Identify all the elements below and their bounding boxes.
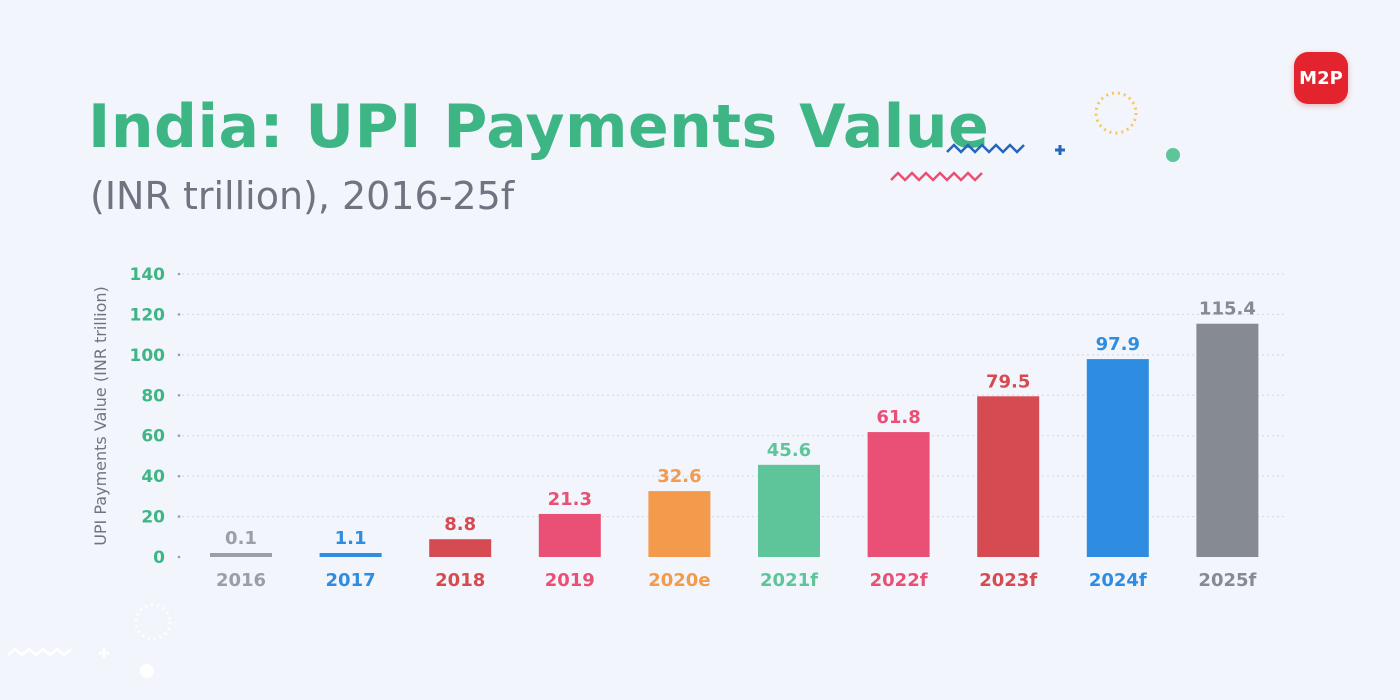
blue-zigzag-decoration (946, 143, 1025, 154)
y-tick-mark (177, 515, 181, 518)
white-dot-decoration (140, 664, 154, 678)
bar (977, 396, 1040, 557)
bar-value-label: 45.6 (767, 440, 811, 461)
bar (429, 539, 492, 557)
x-tick-label: 2023f (979, 570, 1037, 591)
value-labels: 0.1 1.1 8.8 21.3 32.6 45.6 61.8 79.5 97.9 115.4 (225, 299, 1256, 549)
y-tick-mark (177, 474, 181, 478)
x-tick-label: 2025f (1198, 570, 1256, 591)
bar-value-label: 97.9 (1096, 334, 1140, 355)
x-tick-label: 2022f (870, 570, 928, 591)
y-tick-label: 0 (153, 548, 165, 568)
chart-title: India: UPI Payments Value (88, 92, 990, 162)
bar (1086, 359, 1149, 557)
x-tick-label: 2018 (435, 570, 485, 591)
yellow-dotted-ring-decoration (1094, 91, 1138, 135)
y-tick-mark (177, 393, 181, 397)
white-zigzag-decoration (7, 647, 72, 657)
bar (867, 432, 930, 557)
white-dotted-ring-decoration (134, 603, 172, 641)
gridlines (182, 273, 1285, 518)
bar (648, 491, 711, 557)
bar-value-label: 79.5 (986, 371, 1030, 392)
y-axis-ticks: 0 20 40 60 80 100 120 140 (130, 265, 181, 568)
y-tick-label: 60 (141, 427, 165, 447)
y-tick-label: 40 (141, 467, 165, 487)
chart-subtitle: (INR trillion), 2016-25f (90, 174, 515, 218)
bar (758, 464, 820, 557)
y-tick-mark (177, 434, 181, 438)
bar-value-label: 115.4 (1199, 299, 1256, 320)
x-tick-label: 2019 (545, 570, 595, 591)
y-tick-label: 120 (130, 305, 166, 325)
x-tick-label: 2020e (648, 570, 710, 591)
y-tick-mark (177, 353, 181, 357)
green-dot-decoration (1166, 148, 1180, 162)
bar (538, 513, 601, 557)
bar-value-label: 8.8 (444, 514, 476, 535)
y-tick-mark (177, 313, 181, 316)
x-tick-label: 2017 (326, 570, 376, 591)
y-axis-label: UPI Payments Value (INR trillion) (91, 286, 110, 546)
white-plus-decoration (99, 648, 109, 658)
bar-value-label: 1.1 (335, 528, 367, 549)
y-tick-mark (177, 555, 181, 559)
m2p-logo: M2P (1294, 52, 1348, 104)
pink-zigzag-decoration (890, 171, 983, 182)
x-tick-label: 2016 (216, 570, 266, 591)
y-tick-label: 140 (130, 265, 166, 285)
bar-value-label: 21.3 (548, 489, 592, 510)
y-tick-label: 80 (141, 386, 165, 406)
x-axis-labels: 2016 2017 2018 2019 2020e 2021f 2022f 2023f 2024… (216, 570, 1257, 591)
x-tick-label: 2024f (1089, 570, 1147, 591)
x-tick-label: 2021f (760, 570, 818, 591)
bar-value-label: 0.1 (225, 528, 257, 549)
blue-plus-decoration (1055, 145, 1065, 155)
bars (210, 323, 1259, 557)
bar (1196, 323, 1259, 557)
bar-value-label: 32.6 (657, 466, 701, 487)
bar-value-label: 61.8 (876, 407, 920, 428)
bar (210, 553, 272, 557)
y-tick-mark (177, 272, 181, 276)
y-tick-label: 100 (130, 346, 166, 366)
y-tick-label: 20 (141, 508, 165, 528)
bar (319, 553, 382, 557)
